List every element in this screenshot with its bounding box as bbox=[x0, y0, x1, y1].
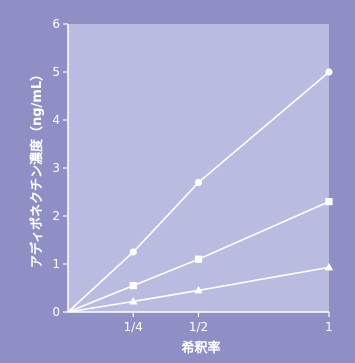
data-point-circle bbox=[129, 248, 137, 256]
x-tick-label: 1 bbox=[325, 320, 333, 334]
data-point-triangle bbox=[194, 285, 203, 294]
series-line-triangle bbox=[67, 266, 330, 313]
y-tick-label: 6 bbox=[52, 17, 60, 31]
data-point-triangle bbox=[324, 262, 334, 271]
data-point-square bbox=[129, 282, 137, 290]
axes: 0 1 2 3 4 5 6 1/4 1/2 1 bbox=[52, 17, 332, 334]
y-tick-label: 3 bbox=[52, 161, 60, 175]
data-point-square bbox=[194, 255, 203, 263]
series-layer bbox=[67, 68, 334, 313]
y-tick-label: 2 bbox=[52, 209, 60, 223]
series-line-circle bbox=[67, 71, 330, 313]
y-tick-label: 4 bbox=[52, 113, 60, 127]
data-point-triangle bbox=[129, 296, 138, 305]
data-point-square bbox=[325, 198, 333, 206]
series-line-square bbox=[67, 200, 330, 313]
data-point-circle bbox=[194, 178, 203, 186]
x-tick-label: 1/4 bbox=[124, 320, 143, 334]
plot-area bbox=[68, 24, 329, 312]
y-tick-label: 1 bbox=[52, 257, 60, 271]
x-tick-label: 1/2 bbox=[189, 320, 208, 334]
y-tick-label: 0 bbox=[52, 305, 60, 319]
y-tick-label: 5 bbox=[52, 65, 60, 79]
x-axis-title: 希釈率 bbox=[181, 340, 220, 356]
data-point-circle bbox=[325, 68, 333, 76]
y-axis-title: アディポネクチン濃度（ng/mL） bbox=[29, 68, 45, 268]
